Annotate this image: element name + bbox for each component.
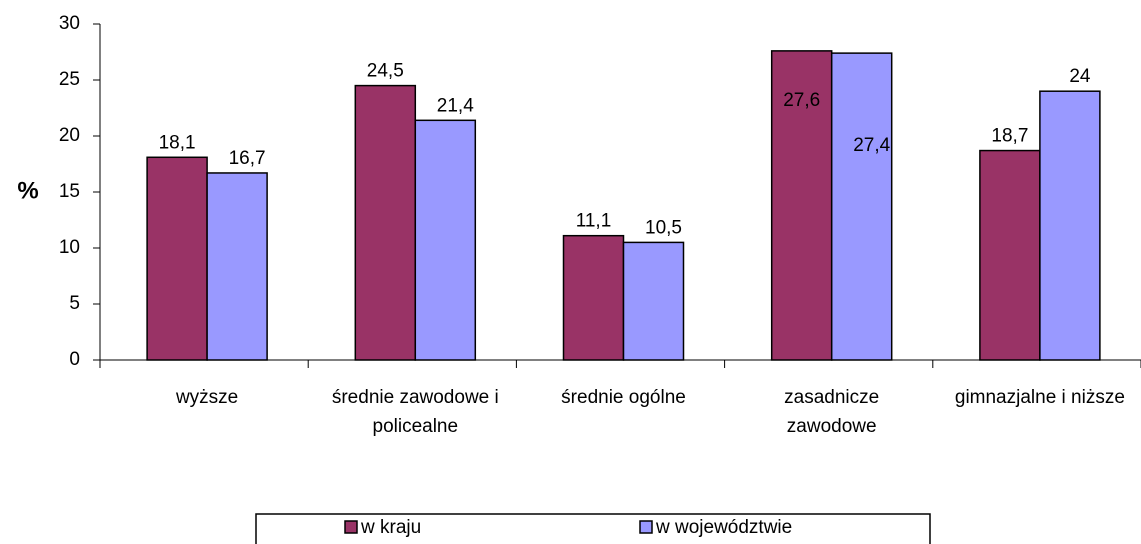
y-tick-label: 25 [59, 69, 80, 90]
y-tick-label: 5 [69, 293, 80, 314]
bar [979, 149, 1041, 361]
data-label: 10,5 [645, 217, 682, 238]
bar [354, 84, 417, 361]
data-label: 11,1 [576, 211, 612, 232]
x-tick-label: zasadnicze zawodowe [784, 387, 880, 437]
bar [1039, 90, 1101, 361]
bar [414, 119, 477, 361]
bar [562, 234, 625, 361]
data-label: 21,4 [437, 95, 474, 116]
data-label: 18,7 [991, 126, 1028, 147]
bar [622, 241, 685, 361]
y-tick-label: 20 [59, 125, 80, 146]
y-tick-label: 30 [59, 13, 80, 34]
bar [830, 52, 893, 361]
x-tick-label: wyższe [175, 387, 239, 408]
x-tick-label: średnie ogólne [561, 387, 686, 408]
data-label: 16,7 [229, 148, 266, 169]
data-label: 18,1 [159, 132, 196, 153]
y-tick-label: 10 [59, 237, 80, 258]
data-label: 24,5 [367, 61, 404, 82]
y-tick-label: 15 [59, 181, 80, 202]
x-tick-label: gimnazjalne i niższe [954, 387, 1125, 408]
data-label: 27,6 [783, 90, 820, 111]
legend-label: w kraju [360, 517, 421, 538]
bar [146, 156, 208, 361]
x-tick-label: średnie zawodowe i policealne [331, 387, 499, 437]
y-tick-label: 0 [69, 349, 80, 370]
legend-label: w województwie [655, 517, 792, 538]
bar [206, 172, 268, 361]
legend-swatch [344, 520, 358, 534]
data-label: 27,4 [853, 135, 890, 156]
legend-box [255, 513, 931, 544]
legend-swatch [639, 520, 653, 534]
y-axis-label: % [17, 177, 38, 204]
data-label: 24 [1069, 66, 1091, 87]
